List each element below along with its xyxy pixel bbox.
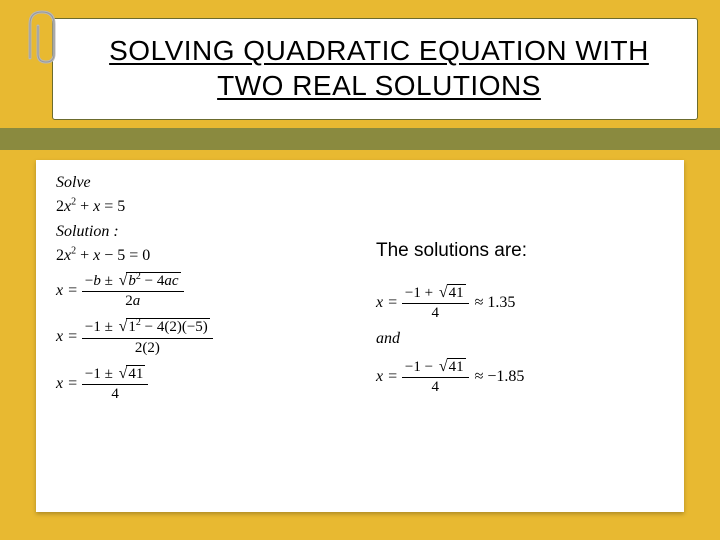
solution-2-approx: ≈ −1.85	[475, 368, 525, 386]
title-card: SOLVING QUADRATIC EQUATION WITH TWO REAL…	[52, 18, 698, 120]
solution-2: x = −1 − 41 4 ≈ −1.85	[376, 358, 676, 396]
paperclip-icon	[18, 6, 66, 74]
right-column: The solutions are: x = −1 + 41 4 ≈ 1.35 …	[376, 240, 676, 404]
solution-label: Solution :	[56, 223, 356, 241]
solve-label: Solve	[56, 174, 356, 192]
accent-bar	[0, 128, 720, 150]
quadratic-formula: x = −b ± b2 − 4ac 2a	[56, 272, 356, 311]
equation-standard: 2x2 + x − 5 = 0	[56, 247, 356, 265]
formula-simplified: x = −1 ± 41 4	[56, 365, 356, 404]
left-column: Solve 2x2 + x = 5 Solution : 2x2 + x − 5…	[56, 174, 356, 411]
solution-1: x = −1 + 41 4 ≈ 1.35	[376, 284, 676, 322]
content-card: Solve 2x2 + x = 5 Solution : 2x2 + x − 5…	[36, 160, 684, 512]
formula-substituted: x = −1 ± 12 − 4(2)(−5) 2(2)	[56, 318, 356, 357]
solutions-heading: The solutions are:	[376, 240, 676, 262]
solution-1-approx: ≈ 1.35	[475, 294, 516, 312]
slide-title: SOLVING QUADRATIC EQUATION WITH TWO REAL…	[79, 33, 679, 103]
equation-original: 2x2 + x = 5	[56, 198, 356, 216]
and-label: and	[376, 330, 676, 348]
